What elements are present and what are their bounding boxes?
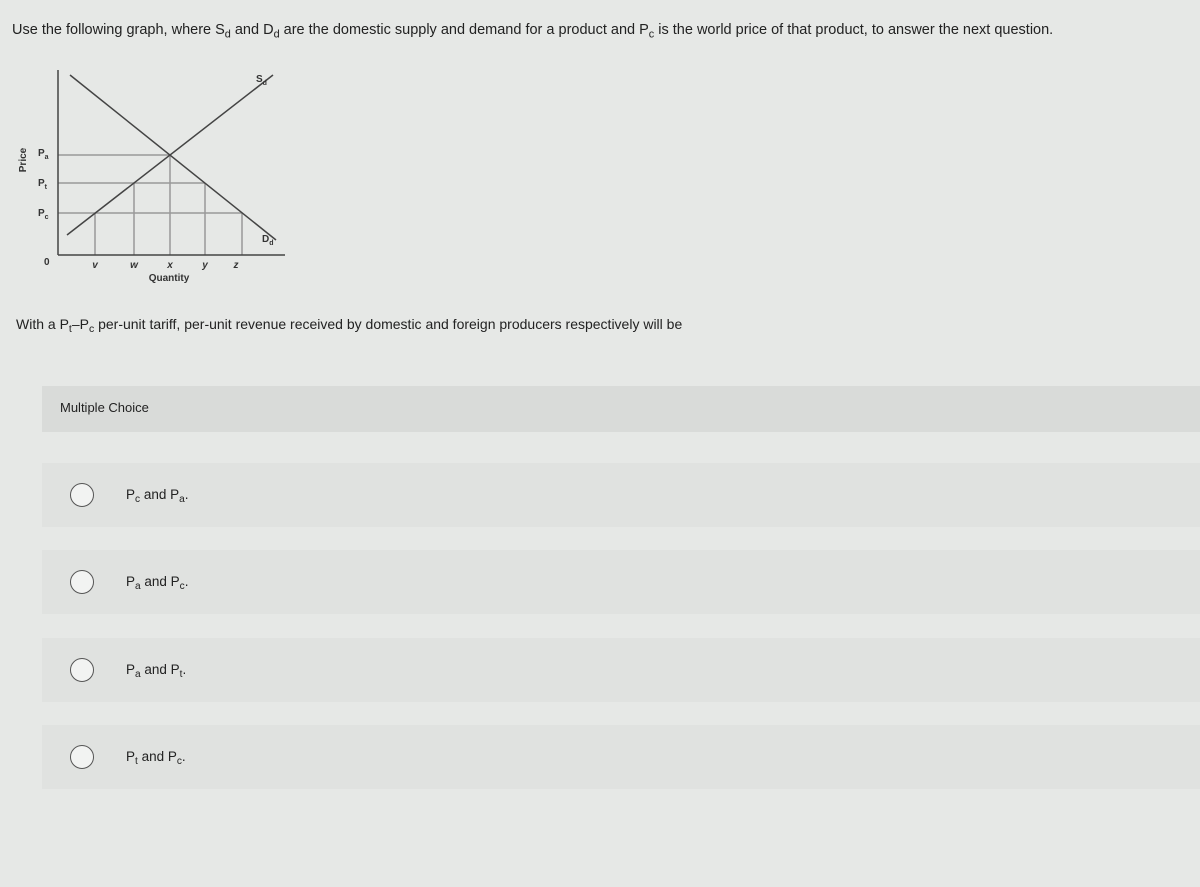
quantity-label: x	[166, 260, 173, 271]
text-part: and P	[140, 574, 180, 589]
subscript: c	[135, 494, 141, 506]
radio-button[interactable]	[70, 483, 94, 507]
text-part: is the world price of that product, to a…	[654, 22, 1054, 38]
text-part: P	[126, 749, 136, 764]
text-part: and P	[137, 749, 177, 764]
option-text[interactable]: Pc and Pa.	[126, 487, 189, 505]
quantity-label: z	[233, 260, 239, 271]
text-part: .	[184, 574, 189, 589]
text-part: With a P	[16, 316, 69, 332]
text-part: P	[126, 574, 136, 589]
subscript: t	[68, 323, 72, 336]
graph: Price Pa Pt Pc 0 v w x y z Quantity Sd D…	[18, 70, 285, 284]
radio-button[interactable]	[70, 745, 94, 769]
subscript: d	[224, 28, 231, 41]
price-label: Pt	[38, 178, 48, 191]
text-part: P	[126, 487, 136, 502]
subscript: a	[135, 581, 141, 593]
subscript: c	[648, 28, 655, 41]
subscript: a	[135, 669, 141, 681]
text-part: and P	[140, 487, 180, 502]
mc-header: Multiple Choice	[60, 400, 149, 415]
subscript: d	[273, 28, 280, 41]
option-text[interactable]: Pt and Pc.	[126, 749, 186, 767]
subscript: a	[179, 494, 185, 506]
option[interactable]: Pt and Pc.	[42, 725, 1200, 789]
text-part: Use the following graph, where S	[12, 22, 225, 38]
subscript: c	[179, 581, 185, 593]
prompt: With a Pt–Pc per-unit tariff, per-unit r…	[16, 316, 682, 335]
option-text[interactable]: Pa and Pt.	[126, 662, 186, 680]
text-part: –P	[71, 316, 89, 332]
text-part: are the domestic supply and demand for a…	[279, 22, 649, 38]
x-axis-label: Quantity	[149, 273, 190, 284]
radio-button[interactable]	[70, 570, 94, 594]
quantity-label: v	[92, 260, 99, 271]
text-part: P	[126, 662, 136, 677]
subscript: t	[135, 756, 138, 768]
y-axis-label: Price	[18, 147, 29, 172]
option-text[interactable]: Pa and Pc.	[126, 574, 189, 592]
mc-header-bar	[42, 386, 1200, 432]
text-part: per-unit tariff, per-unit revenue receiv…	[94, 316, 683, 332]
text-part: .	[184, 487, 189, 502]
text-part: and P	[140, 662, 180, 677]
text-part: and D	[230, 22, 274, 38]
radio-button[interactable]	[70, 658, 94, 682]
option[interactable]: Pa and Pc.	[42, 550, 1200, 614]
subscript: c	[88, 323, 95, 336]
price-label: Pa	[38, 148, 49, 161]
text-part: .	[181, 749, 186, 764]
question: Use the following graph, where Sd and Dd…	[12, 22, 1053, 40]
price-label: Pc	[38, 208, 49, 221]
option[interactable]: Pc and Pa.	[42, 463, 1200, 527]
supply-label: Sd	[256, 74, 267, 87]
origin-label: 0	[44, 257, 50, 268]
subscript: c	[176, 756, 182, 768]
demand-label: Dd	[262, 234, 274, 247]
quantity-label: w	[130, 260, 139, 271]
subscript: t	[179, 669, 183, 681]
quantity-label: y	[201, 260, 208, 271]
text-part: .	[182, 662, 187, 677]
option[interactable]: Pa and Pt.	[42, 638, 1200, 702]
